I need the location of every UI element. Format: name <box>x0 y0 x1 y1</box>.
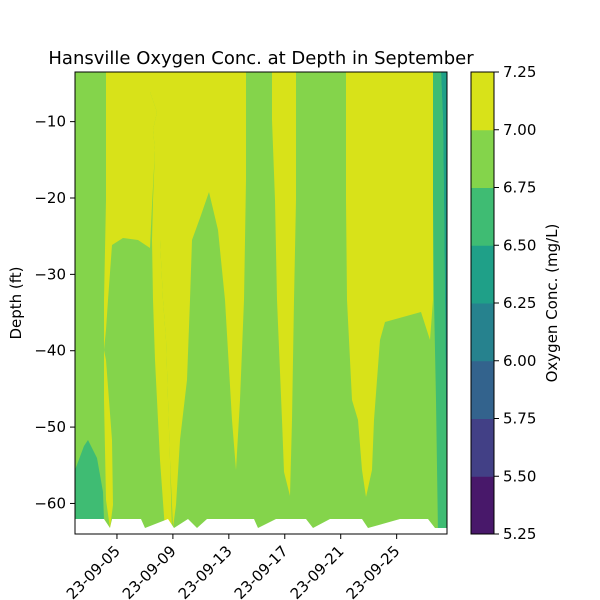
chart-title: Hansville Oxygen Conc. at Depth in Septe… <box>48 48 474 69</box>
high-region-5 <box>150 72 172 530</box>
colorbar-band <box>471 360 494 419</box>
low-region-bottom-left <box>75 440 104 528</box>
colorbar-band <box>471 187 494 246</box>
colorbar-band <box>471 476 494 535</box>
y-tick-label: −60 <box>34 494 66 512</box>
y-tick-label: −20 <box>34 189 66 207</box>
colorbar: 5.25 5.50 5.75 6.00 6.25 6.50 6.75 7.00 7.25 <box>471 63 536 543</box>
x-tick-label: 23-09-25 <box>343 542 404 600</box>
colorbar-tick-label: 6.50 <box>503 236 536 254</box>
colorbar-tick-label: 6.00 <box>503 352 536 370</box>
x-axis: 23-09-0523-09-0923-09-1323-09-1723-09-21… <box>63 534 404 600</box>
colorbar-tick-label: 7.00 <box>503 121 536 139</box>
high-region-4 <box>346 72 433 497</box>
high-region-1 <box>104 72 157 528</box>
plot-area <box>75 72 447 534</box>
colorbar-tick-label: 5.50 <box>503 467 536 485</box>
colorbar-frame <box>470 71 495 535</box>
low-region-right-edge <box>433 72 447 534</box>
colorbar-band <box>471 418 494 477</box>
plot-frame <box>74 71 448 535</box>
x-tick-label: 23-09-17 <box>231 542 292 600</box>
y-tick-label: −10 <box>34 113 66 131</box>
missing-data-bottom <box>75 519 447 534</box>
colorbar-band <box>471 245 494 304</box>
y-axis-label: Depth (ft) <box>7 266 25 339</box>
y-tick-label: −50 <box>34 418 66 436</box>
x-tick-label: 23-09-05 <box>63 542 124 600</box>
high-region-3 <box>272 72 296 496</box>
x-tick-label: 23-09-09 <box>119 542 180 600</box>
x-tick-label: 23-09-13 <box>175 542 236 600</box>
high-region-2 <box>160 72 246 528</box>
y-tick-label: −40 <box>34 342 66 360</box>
y-axis: −10 −20 −30 −40 −50 −60 <box>34 113 75 512</box>
low-region-right-edge-inner <box>441 72 447 534</box>
x-tick-label: 23-09-21 <box>287 542 348 600</box>
colorbar-tick-label: 6.75 <box>503 179 536 197</box>
colorbar-tick-label: 7.25 <box>503 63 536 81</box>
colorbar-tick-label: 5.25 <box>503 525 536 543</box>
colorbar-band <box>471 303 494 362</box>
colorbar-band <box>471 72 494 131</box>
colorbar-band <box>471 129 494 188</box>
y-tick-label: −30 <box>34 265 66 283</box>
colorbar-tick-label: 6.25 <box>503 294 536 312</box>
colorbar-tick-label: 5.75 <box>503 410 536 428</box>
colorbar-label: Oxygen Conc. (mg/L) <box>543 224 561 383</box>
